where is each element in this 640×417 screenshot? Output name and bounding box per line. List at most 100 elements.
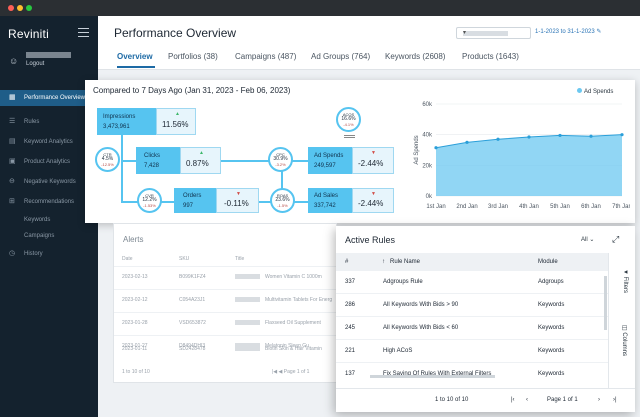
impressions-change: ▲ 11.56%	[156, 108, 196, 135]
sidebar-item-campaigns[interactable]: Campaigns	[0, 228, 98, 244]
sidebar-item-negative-keywords[interactable]: ⊖ Negative Keywords	[0, 174, 98, 190]
x-tick-label: 6th Jan	[581, 204, 601, 210]
pencil-icon: ✎	[596, 29, 601, 35]
rules-side-panel: ▼ Filters ◫ Columns	[608, 253, 635, 388]
horizontal-scrollbar[interactable]	[370, 375, 495, 378]
orders-card[interactable]: Orders 997	[174, 188, 216, 213]
clicks-change: ▲ 0.87%	[180, 147, 221, 174]
tab-portfolios[interactable]: Portfolios (38)	[168, 52, 218, 61]
ad-sales-card[interactable]: Ad Sales 337,742	[308, 188, 352, 213]
minimize-window-button[interactable]	[17, 5, 23, 11]
date-range-picker[interactable]: 1-1-2023 to 31-1-2023 ✎	[535, 28, 601, 35]
logout-link[interactable]: Logout	[26, 61, 44, 67]
first-page-icon[interactable]: |◀	[272, 369, 277, 375]
roas-circle: ROAS 23.6% -1.5%	[270, 188, 295, 213]
sidebar-item-recommendations[interactable]: ⊞ Recommendations	[0, 194, 98, 210]
active-rules-panel: Active Rules All ⌄ ⤢ # ↑ Rule Name Modul…	[336, 226, 635, 412]
maximize-window-button[interactable]	[26, 5, 32, 11]
history-icon: ◷	[9, 246, 15, 262]
tab-overview[interactable]: Overview	[117, 52, 153, 61]
vertical-scrollbar[interactable]	[604, 276, 607, 330]
rules-icon: ☰	[9, 114, 15, 130]
column-header-date[interactable]: Date	[122, 256, 133, 262]
data-point	[465, 141, 468, 144]
sidebar: Reviniti ☺ Logout ▦ Performance Overview …	[0, 16, 98, 417]
sidebar-item-product-analytics[interactable]: ▣ Product Analytics	[0, 154, 98, 170]
ad-spends-card[interactable]: Ad Spends 249,597	[308, 147, 352, 174]
expand-icon[interactable]: ⤢	[612, 234, 619, 245]
recommend-icon: ⊞	[9, 194, 15, 210]
column-header-rule-name[interactable]: Rule Name	[390, 259, 420, 265]
rules-filter-select[interactable]: All ⌄	[581, 236, 594, 243]
data-point	[434, 146, 437, 149]
app-window: Reviniti ☺ Logout ▦ Performance Overview …	[0, 0, 640, 417]
table-row[interactable]: 2023-01-28 VSD653872 Flaxseed Oil Supple…	[114, 312, 338, 335]
tab-keywords[interactable]: Keywords (2608)	[385, 52, 445, 61]
grid-icon: ▦	[9, 90, 16, 106]
alerts-title: Alerts	[123, 235, 143, 244]
data-point	[620, 133, 623, 136]
alerts-pager[interactable]: |◀ ◀ Page 1 of 1	[272, 369, 309, 375]
top-bar: Performance Overview ▾ 1-1-2023 to 31-1-…	[98, 16, 640, 70]
drag-handle-icon[interactable]	[344, 135, 355, 136]
data-point	[558, 134, 561, 137]
sort-up-icon[interactable]: ↑	[382, 259, 385, 265]
rules-header: # ↑ Rule Name Module	[336, 253, 608, 271]
legend-swatch	[577, 88, 582, 93]
alerts-row-count: 1 to 10 of 10	[122, 369, 150, 375]
tab-campaigns[interactable]: Campaigns (487)	[235, 52, 296, 61]
sidebar-item-rules[interactable]: ☰ Rules	[0, 114, 98, 130]
prev-page-icon[interactable]: ‹	[526, 397, 528, 403]
x-tick-label: 3rd Jan	[488, 204, 508, 210]
cpc-circle: CPC 30.9% -3.2%	[268, 147, 293, 172]
x-tick-label: 1st Jan	[426, 204, 445, 210]
product-icon: ▣	[9, 154, 16, 170]
close-window-button[interactable]	[8, 5, 14, 11]
table-row[interactable]: 221 High ACoS Keywords	[336, 340, 608, 363]
down-arrow-icon: ▼	[371, 150, 376, 156]
columns-toggle[interactable]: ◫ Columns	[621, 325, 628, 356]
area-fill	[436, 135, 622, 196]
sidebar-item-keyword-analytics[interactable]: ▤ Keyword Analytics	[0, 134, 98, 150]
tab-products[interactable]: Products (1643)	[462, 52, 519, 61]
ctr-circle: CTR 4.5% -12.5%	[95, 147, 120, 172]
sidebar-item-history[interactable]: ◷ History	[0, 246, 98, 262]
column-header-id[interactable]: #	[345, 259, 348, 265]
column-header-title[interactable]: Title	[235, 256, 244, 262]
menu-toggle-icon[interactable]	[78, 28, 89, 37]
first-page-icon[interactable]: |‹	[511, 397, 515, 403]
sidebar-item-performance-overview[interactable]: ▦ Performance Overview	[0, 90, 98, 106]
table-row[interactable]: 2023-02-13 B099K1FZ4 Women Vitamin C 100…	[114, 266, 338, 289]
user-icon: ☺	[9, 56, 18, 66]
table-row[interactable]: 2023-02-12 C054A23J1 Multivitamin Tablet…	[114, 289, 338, 312]
impressions-card[interactable]: Impressions 3,473,961	[97, 108, 156, 135]
product-thumbnail	[235, 297, 260, 302]
product-thumbnail	[235, 346, 260, 351]
user-name-redacted	[26, 52, 71, 58]
y-tick-label: 60k	[422, 102, 433, 108]
comparison-title: Compared to 7 Days Ago (Jan 31, 2023 - F…	[93, 86, 290, 95]
chart-legend[interactable]: Ad Spends	[577, 88, 613, 95]
clicks-card[interactable]: Clicks 7,428	[136, 147, 180, 174]
next-page-icon[interactable]: ›	[598, 397, 600, 403]
column-header-sku[interactable]: SKU	[179, 256, 189, 262]
y-tick-label: 0k	[426, 194, 433, 200]
rules-page-indicator: Page 1 of 1	[547, 397, 578, 403]
data-point	[527, 135, 530, 138]
connector-line	[121, 124, 123, 203]
product-thumbnail	[235, 320, 260, 325]
account-select[interactable]: ▾	[456, 27, 531, 39]
sidebar-item-keywords[interactable]: Keywords	[0, 212, 98, 228]
last-page-icon[interactable]: ›|	[613, 397, 617, 403]
filters-toggle[interactable]: ▼ Filters	[622, 269, 628, 293]
rules-row-count: 1 to 10 of 10	[435, 397, 468, 403]
table-row[interactable]: 245 All Keywords With Bids < 60 Keywords	[336, 317, 608, 340]
table-row[interactable]: 337 Adgroups Rule Adgroups	[336, 271, 608, 294]
table-row[interactable]: 2023-01-11 SD2428478 Biotin Skin & Hair …	[114, 358, 338, 368]
product-thumbnail	[235, 274, 260, 279]
prev-page-icon[interactable]: ◀	[279, 369, 283, 375]
page-title: Performance Overview	[114, 26, 236, 40]
table-row[interactable]: 286 All Keywords With Bids > 90 Keywords	[336, 294, 608, 317]
column-header-module[interactable]: Module	[538, 259, 558, 265]
tab-ad-groups[interactable]: Ad Groups (764)	[311, 52, 370, 61]
